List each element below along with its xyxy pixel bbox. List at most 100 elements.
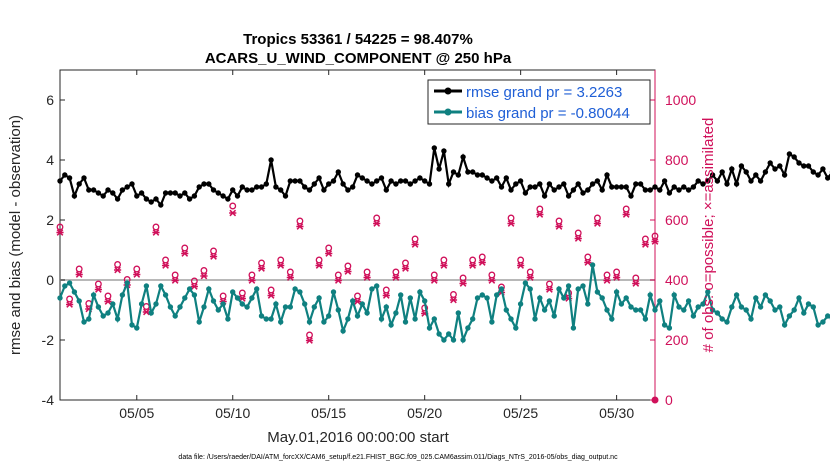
obs-possible-marker xyxy=(325,244,333,252)
rmse-point xyxy=(254,184,260,190)
obs-assimilated-marker xyxy=(373,220,381,227)
bias-point xyxy=(297,289,303,295)
bias-point xyxy=(287,304,293,310)
obs-assimilated-marker xyxy=(622,211,630,218)
bias-point xyxy=(661,322,668,328)
bias-point xyxy=(86,316,92,322)
rmse-point xyxy=(666,190,673,196)
rmse-point xyxy=(162,190,169,196)
obs-possible-marker xyxy=(651,232,659,240)
rmse-point xyxy=(62,172,68,178)
bias-point xyxy=(685,298,692,304)
bias-point xyxy=(450,337,457,343)
rmse-point xyxy=(124,184,130,190)
bias-point xyxy=(340,328,346,334)
rmse-point xyxy=(748,178,754,184)
rmse-point xyxy=(772,166,778,172)
bias-point xyxy=(618,301,625,307)
bias-point xyxy=(825,313,830,319)
obs-possible-marker xyxy=(267,286,275,294)
rmse-point xyxy=(513,181,519,187)
rmse-point xyxy=(273,184,279,190)
bias-point xyxy=(369,286,375,292)
bias-point xyxy=(714,310,721,316)
rmse-point xyxy=(743,169,749,175)
rmse-point xyxy=(398,178,404,184)
obs-possible-marker xyxy=(286,268,294,276)
bias-point xyxy=(220,301,226,307)
y-left-tick-label: 4 xyxy=(46,152,54,168)
obs-possible-marker xyxy=(238,289,246,297)
bias-point xyxy=(206,286,212,292)
y-right-tick-label: 800 xyxy=(665,152,689,168)
bias-point xyxy=(186,286,193,292)
obs-assimilated-marker xyxy=(613,274,621,281)
bias-point xyxy=(589,262,596,268)
obs-possible-marker xyxy=(430,271,438,279)
bias-point xyxy=(215,307,221,313)
rmse-point xyxy=(733,181,740,187)
rmse-series xyxy=(57,145,830,208)
rmse-point xyxy=(791,154,797,160)
obs-assimilated-marker xyxy=(267,292,275,299)
rmse-point xyxy=(158,202,164,208)
rmse-point xyxy=(714,178,721,184)
rmse-point xyxy=(796,160,802,166)
rmse-point xyxy=(570,187,577,193)
rmse-point xyxy=(196,184,202,190)
plot-frame xyxy=(59,69,656,401)
bias-point xyxy=(791,307,797,313)
obs-possible-marker xyxy=(152,223,160,231)
rmse-point xyxy=(709,172,716,178)
bias-point xyxy=(805,301,812,307)
rmse-point xyxy=(825,175,830,181)
x-tick-label: 05/25 xyxy=(503,405,538,421)
bias-point xyxy=(676,304,682,310)
rmse-point xyxy=(388,178,394,184)
bias-point xyxy=(258,313,265,319)
x-tick-label: 05/15 xyxy=(311,405,346,421)
bias-point xyxy=(388,322,394,328)
obs-assimilated-marker xyxy=(152,229,160,236)
obs-possible-marker xyxy=(94,280,102,288)
obs-possible-marker xyxy=(354,292,361,300)
obs-possible-marker xyxy=(190,277,198,285)
rmse-point xyxy=(681,184,687,190)
bias-point xyxy=(705,289,711,295)
rmse-point xyxy=(311,181,317,187)
bias-point xyxy=(455,310,461,316)
obs-assimilated-marker xyxy=(526,274,534,281)
rmse-point xyxy=(719,169,725,175)
bias-point xyxy=(613,289,620,295)
rmse-point xyxy=(326,181,332,187)
rmse-point xyxy=(637,181,644,187)
bias-point xyxy=(695,304,701,310)
bias-point xyxy=(422,298,428,304)
rmse-point xyxy=(431,145,437,151)
rmse-point xyxy=(378,175,385,181)
obs-possible-marker xyxy=(440,256,448,264)
bias-point xyxy=(263,316,269,322)
rmse-point xyxy=(786,151,793,157)
obs-possible-marker xyxy=(613,268,621,276)
rmse-point xyxy=(258,184,265,190)
obs-assimilated-marker xyxy=(305,337,314,344)
bias-point xyxy=(254,286,260,292)
obs-possible-marker xyxy=(536,205,544,213)
rmse-point xyxy=(302,184,308,190)
rmse-point xyxy=(330,178,337,184)
rmse-point xyxy=(484,175,490,181)
bias-point xyxy=(234,295,241,301)
legend-rmse-marker xyxy=(444,87,452,95)
x-axis-label: May.01,2016 00:00:00 start xyxy=(267,429,449,446)
bias-point xyxy=(517,301,524,307)
rmse-point xyxy=(642,187,649,193)
bias-point xyxy=(393,310,399,316)
bias-point xyxy=(239,301,245,307)
bias-point xyxy=(172,313,178,319)
rmse-point xyxy=(450,169,457,175)
bias-point xyxy=(345,316,351,322)
bias-point xyxy=(465,325,471,331)
rmse-point xyxy=(561,181,567,187)
obs-assimilated-marker xyxy=(315,262,323,269)
